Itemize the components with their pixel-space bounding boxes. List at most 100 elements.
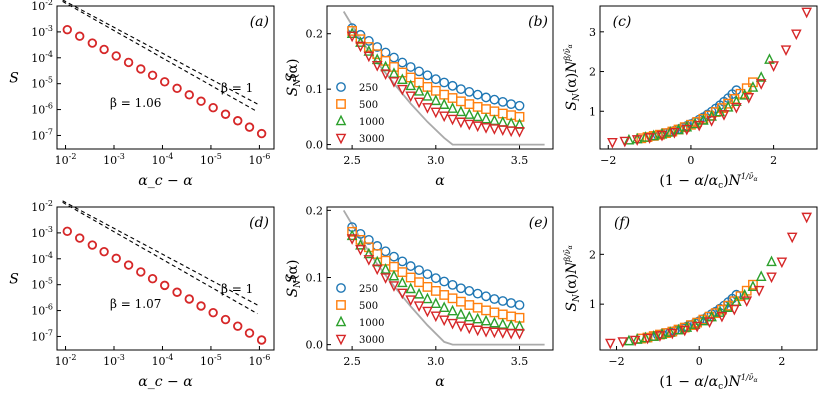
axes-frame [599,206,818,351]
data-point-3000 [617,337,629,348]
data-point-250 [397,57,408,68]
data-point-1000 [497,318,509,329]
fit-label-beta-1: β = 1 [221,81,253,95]
data-point-1000 [755,270,767,282]
data-point-3000 [768,61,779,72]
legend-marker-250 [336,82,346,92]
y-axis-label: S [284,73,300,83]
data-point-1000 [463,108,475,119]
data-point-3000 [430,107,442,119]
data-point-3000 [371,61,383,72]
legend-label-250: 250 [359,284,378,295]
data-point-3000 [472,121,483,133]
panel-label: (b) [528,14,548,30]
data-point-3000 [693,120,705,132]
data-point [147,274,158,284]
data-point-500 [389,261,399,272]
data-point-3000 [691,321,703,333]
data-point [62,24,72,35]
data-point-1000 [739,89,750,100]
data-point-500 [439,290,450,300]
data-point-3000 [355,41,366,53]
data-point-1000 [388,67,400,78]
data-point-3000 [755,79,767,90]
data-point-500 [464,300,475,310]
data-point-3000 [413,301,425,313]
axes-frame [599,5,818,150]
data-point-500 [347,26,358,36]
panel-label: (d) [249,215,269,231]
data-point-500 [447,293,458,304]
data-point-500 [430,286,441,296]
data-point-500 [472,101,483,112]
data-point [196,96,206,106]
data-point [256,335,267,345]
data-point-1000 [739,288,750,300]
data-point-3000 [791,29,802,41]
y-tick-label: 10-6 [31,102,53,117]
data-point [136,64,146,74]
data-point-250 [363,36,374,46]
data-point-3000 [716,311,728,323]
data-point-3000 [644,133,655,144]
data-point [184,294,194,304]
data-point-1000 [447,304,458,316]
data-point-500 [380,55,391,66]
data-point-250 [456,283,466,294]
data-point-1000 [438,301,450,313]
data-point-3000 [463,119,475,131]
legend-label-250: 250 [359,83,378,94]
data-point-1000 [413,287,425,299]
data-point-250 [464,286,475,296]
data-point [220,314,231,325]
data-point-3000 [514,328,525,340]
data-point-3000 [413,97,425,109]
y-tick-label: 10-2 [31,199,53,214]
data-point-500 [748,77,758,88]
y-tick-label: 10-4 [31,50,53,65]
fit-line [62,200,258,306]
panel-label: (a) [250,14,269,30]
data-point-250 [447,279,458,290]
data-point [184,90,194,100]
data-point-3000 [455,117,467,129]
data-point-250 [472,89,483,100]
data-point-250 [489,294,500,304]
panel-4: 2.5 3.0 3.5 0.0 0.1 0.2 250 500 1000 3000 (e) SSN(α… [284,204,554,390]
data-point-250 [389,251,399,262]
data-point-250 [489,94,500,105]
axes-frame [56,5,275,150]
data-point-500 [497,309,508,320]
data-point-1000 [363,45,375,56]
data-point-3000 [642,333,653,345]
data-point-3000 [430,311,442,323]
x-tick-label: 3.5 [511,154,529,167]
x-tick-label: 10-3 [103,353,125,368]
y-tick-label: 1 [589,298,596,311]
panel-2: −2 0 2 1 2 3 (c) SN(α)Nβ/ν̄α (1 − α/αc)N1/ν̄α [563,5,818,191]
data-point-3000 [447,114,458,126]
data-point-250 [439,77,450,88]
data-point-250 [497,296,508,306]
data-point [233,321,243,331]
legend-label-3000: 3000 [359,335,384,346]
x-tick-label: 0 [696,355,703,368]
data-point [87,240,98,250]
legend-marker-3000 [335,133,347,145]
data-point-250 [397,256,408,267]
x-tick-label: 10-5 [200,152,222,167]
data-point [75,31,85,41]
data-point-250 [472,288,483,299]
data-point-250 [456,84,466,95]
fit-line [62,0,258,105]
x-tick-label: 10-2 [55,353,77,368]
data-point [244,328,255,338]
y-tick-label: 10-3 [31,24,53,39]
x-tick-label: 3.0 [427,154,445,167]
data-point-3000 [743,93,755,104]
axes-frame [326,5,554,150]
data-point [220,109,231,119]
y-tick-label: 0.1 [306,271,324,284]
y-axis-label: SN(α) [285,260,303,298]
